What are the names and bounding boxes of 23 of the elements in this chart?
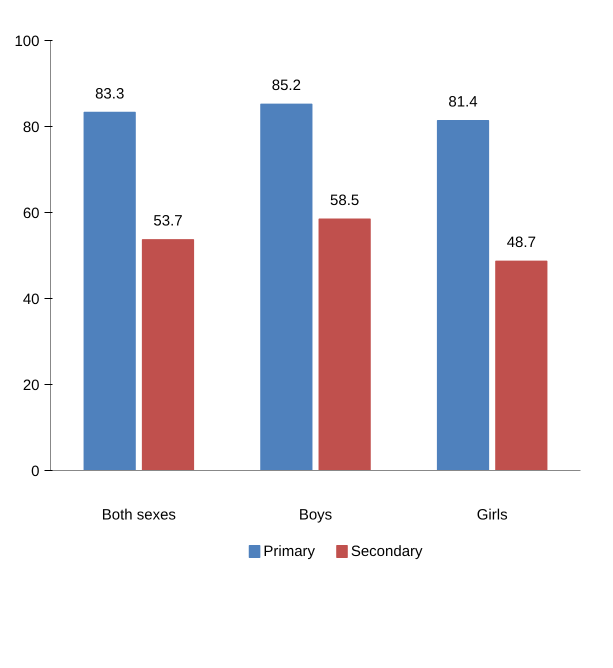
data-label: 53.7 (153, 212, 183, 230)
y-tick-label: 20 (22, 377, 40, 394)
bar (260, 104, 312, 470)
bar (142, 239, 194, 470)
y-tick-label: 60 (22, 205, 40, 222)
data-label: 58.5 (330, 192, 360, 209)
data-label: 48.7 (506, 234, 536, 252)
data-label: 85.2 (272, 77, 301, 94)
y-tick-label: 80 (22, 119, 40, 136)
bar (84, 112, 136, 470)
y-tick-label: 0 (31, 463, 40, 480)
bar (318, 218, 371, 470)
legend-label: Primary (263, 543, 316, 560)
bar (495, 260, 548, 470)
x-tick-label: Boys (298, 506, 332, 524)
data-label: 83.3 (95, 85, 124, 102)
data-label: 81.4 (448, 93, 478, 110)
x-tick-label: Girls (476, 506, 508, 524)
y-tick-label: 40 (22, 291, 40, 308)
y-tick-label: 100 (14, 33, 40, 50)
bar (436, 120, 490, 470)
legend-label: Secondary (350, 543, 424, 560)
x-tick-label: Both sexes (102, 506, 176, 524)
